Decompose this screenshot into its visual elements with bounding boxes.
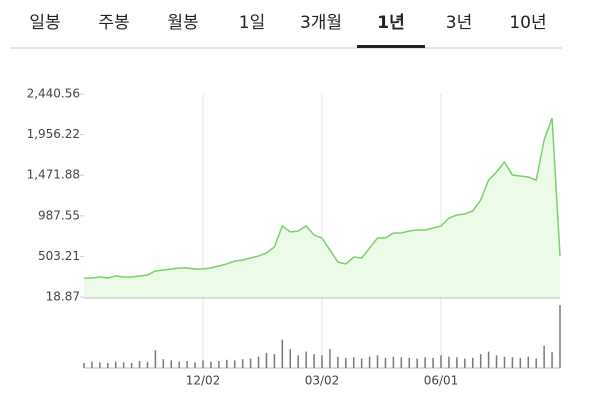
tab[interactable]: 일봉: [29, 13, 60, 33]
y-tick-label: 1,471.88: [27, 168, 80, 182]
y-tick-label: 503.21: [38, 249, 80, 263]
price-line: [84, 117, 561, 279]
y-tick-label: 18.87: [46, 290, 80, 304]
tab[interactable]: 주봉: [98, 13, 129, 33]
tab[interactable]: 월봉: [167, 13, 198, 33]
tab[interactable]: 3개월: [300, 13, 342, 33]
tab-underline: [357, 45, 425, 48]
y-tick-label: 987.55: [38, 208, 80, 222]
y-tick-label: 2,440.56: [27, 87, 80, 101]
tab[interactable]: 3년: [446, 13, 472, 33]
tab[interactable]: 10년: [509, 13, 546, 33]
x-tick-label: 03/02: [305, 374, 340, 388]
tab[interactable]: 1일: [239, 13, 265, 33]
x-tick-label: 12/02: [186, 374, 221, 388]
tab[interactable]: 1년: [377, 13, 404, 33]
x-tick-label: 06/01: [424, 374, 459, 388]
y-tick-label: 1,956.22: [27, 127, 80, 141]
area-fill: [84, 118, 560, 297]
